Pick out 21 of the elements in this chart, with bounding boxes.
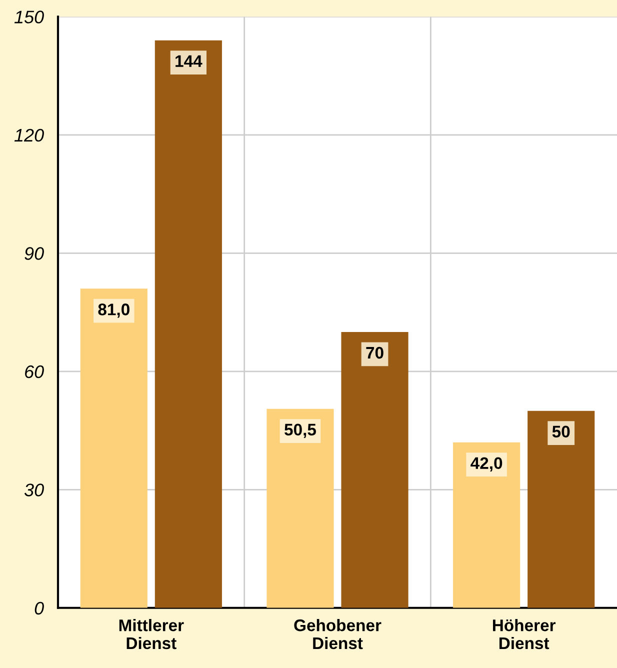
x-tick-label: Mittlerer Dienst [119, 618, 184, 650]
data-label: 144 [176, 55, 202, 67]
y-tick-label: 90 [24, 247, 44, 260]
x-tick-label: Gehobener Dienst [294, 618, 382, 650]
bar [341, 332, 408, 608]
data-label: 50 [552, 426, 570, 438]
y-tick-label: 30 [24, 484, 44, 496]
bar [266, 408, 334, 608]
y-tick-label: 60 [25, 365, 44, 378]
y-tick-label: 0 [34, 602, 44, 615]
bar [80, 288, 148, 608]
data-label: 50,5 [284, 424, 316, 438]
data-label: 81,0 [98, 304, 130, 318]
bar [453, 442, 520, 608]
data-label: 42,0 [470, 457, 502, 472]
y-tick-label: 150 [14, 10, 44, 24]
y-tick-label: 120 [14, 128, 44, 142]
x-tick-label: Höherer Dienst [492, 618, 556, 650]
data-label: 70 [366, 346, 384, 359]
bar [154, 40, 222, 608]
bar [528, 410, 595, 608]
